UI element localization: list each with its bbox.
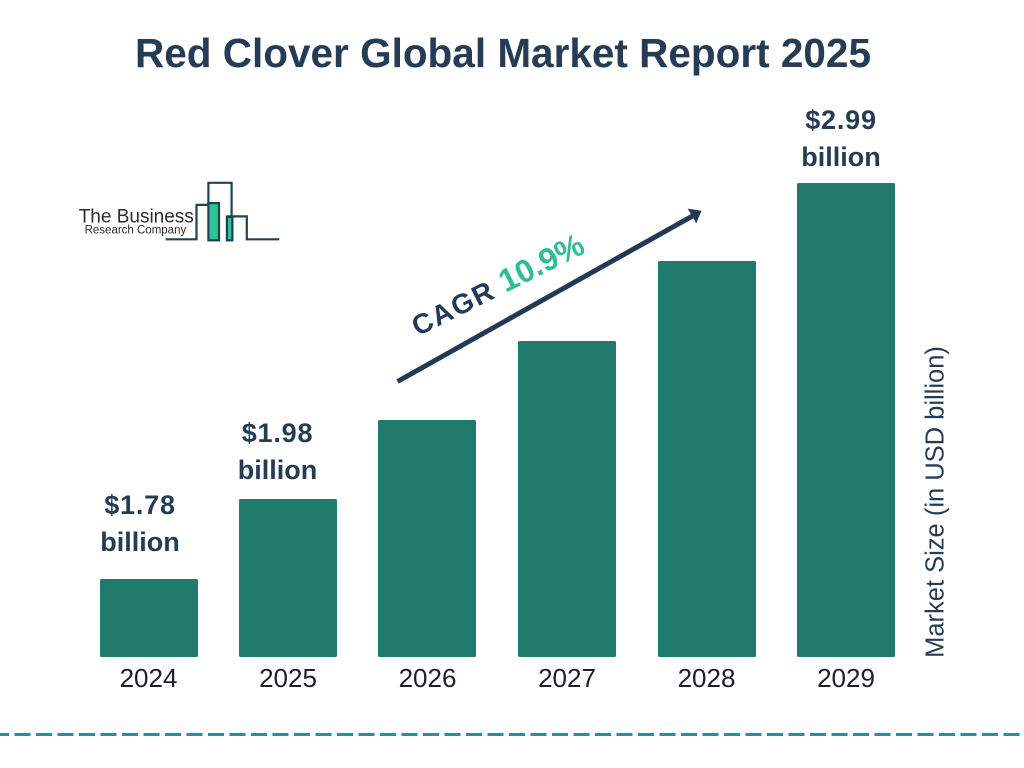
svg-text:The Business: The Business: [79, 207, 194, 228]
svg-text:Research Company: Research Company: [85, 225, 187, 237]
